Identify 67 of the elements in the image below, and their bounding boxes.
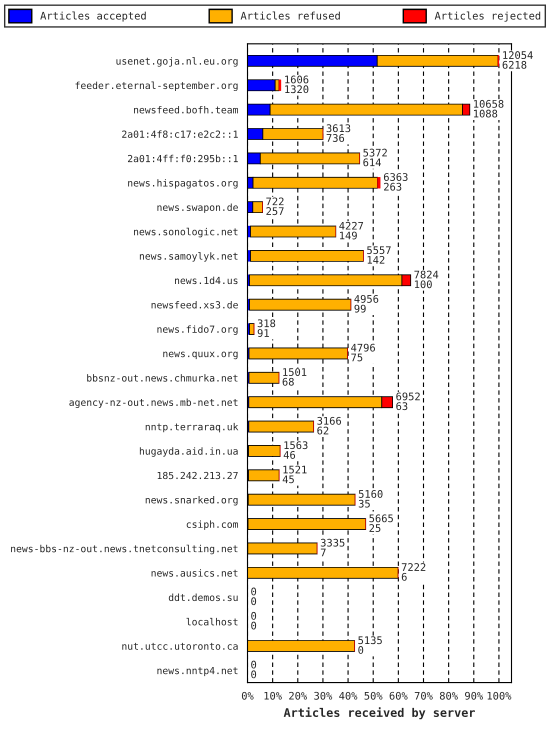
x-tick-label: 90% [465,692,484,700]
annotation: 7824 100 [414,270,438,288]
annotation: 4796 75 [351,344,375,362]
y-tick-label: bbsnz-out.news.chmurka.net [87,374,238,382]
y-tick-label: news.hispagatos.org [128,179,238,189]
annotation: 5160 35 [358,490,383,508]
y-tick-label: nut.utcc.utoronto.ca [122,642,238,650]
y-tick-label: nntp.terraraq.uk [146,422,238,432]
y-tick-label: news.swapon.de [157,203,238,213]
annotation: 318 91 [258,319,276,337]
x-tick-label: 70% [414,692,433,700]
y-tick-label: agency-nz-out.news.mb-net.net [69,398,238,408]
y-tick-label: 2a01:4f8:c17:e2c2::1 [122,130,238,138]
legend-label: Articles refused [240,12,340,20]
y-tick-label: news-bbs-nz-out.news.tnetconsulting.net [11,544,238,554]
annotation: 3166 62 [317,416,342,434]
y-tick-label: usenet.goja.nl.eu.org [116,57,238,67]
y-tick-label: news.quux.org [163,352,238,360]
y-tick-label: news.samoylyk.net [140,252,238,262]
annotation: 1563 46 [284,441,308,459]
annotation: 5135 0 [358,636,382,654]
y-tick-label: feeder.eternal-september.org [76,82,238,92]
x-axis-title: Articles received by server [284,707,475,720]
y-tick-label: 185.242.213.27 [158,472,238,480]
x-tick-label: 0% [242,692,254,700]
annotation: 1521 45 [282,466,307,484]
annotation: 5372 614 [363,148,387,166]
x-tick-label: 30% [314,692,332,700]
y-tick-label: localhost [186,618,238,626]
annotation: 0 0 [251,660,256,678]
y-tick-label: news.ausics.net [152,569,238,577]
y-tick-label: 2a01:4ff:f0:295b::1 [128,154,238,162]
annotation: 6363 263 [384,173,408,191]
x-tick-label: 50% [364,692,382,700]
x-tick-label: 40% [339,692,358,700]
x-tick-label: 100% [488,692,512,700]
annotation: 722 257 [266,197,284,216]
annotation: 1606 1320 [285,76,308,94]
annotation: 12054 6218 [502,51,533,69]
annotation: 3335 7 [320,538,344,556]
annotation: 1501 68 [282,368,306,386]
y-tick-label: newsfeed.xs3.de [152,300,238,309]
x-tick-label: 60% [390,692,408,700]
annotation: 4227 149 [339,222,364,240]
annotation: 0 0 [251,612,256,630]
annotation: 0 0 [251,588,256,606]
y-tick-label: news.sonologic.net [134,228,238,238]
y-tick-label: news.snarked.org [146,496,238,506]
legend-label: Articles rejected [434,12,540,22]
y-tick-label: news.fido7.org [157,325,238,335]
x-tick-label: 80% [440,692,458,700]
y-tick-label: csiph.com [186,520,238,530]
y-tick-label: hugayda.aid.in.ua [140,447,238,457]
y-tick-label: news.nntp4.net [157,666,238,676]
x-tick-label: 10% [264,692,282,700]
y-tick-label: newsfeed.bofh.team [134,106,238,114]
annotation: 6952 63 [396,392,420,410]
y-tick-label: ddt.demos.su [168,594,238,602]
annotation: 10658 1088 [474,100,504,118]
annotation: 3613 736 [326,124,350,142]
legend-label: Articles accepted [40,12,146,22]
annotation: 5665 25 [369,514,393,532]
x-tick-label: 20% [289,692,308,700]
annotation: 4956 99 [354,294,378,313]
annotation: 5557 142 [367,246,391,264]
y-tick-label: news.1d4.us [175,276,238,284]
annotation: 7222 6 [402,563,426,581]
